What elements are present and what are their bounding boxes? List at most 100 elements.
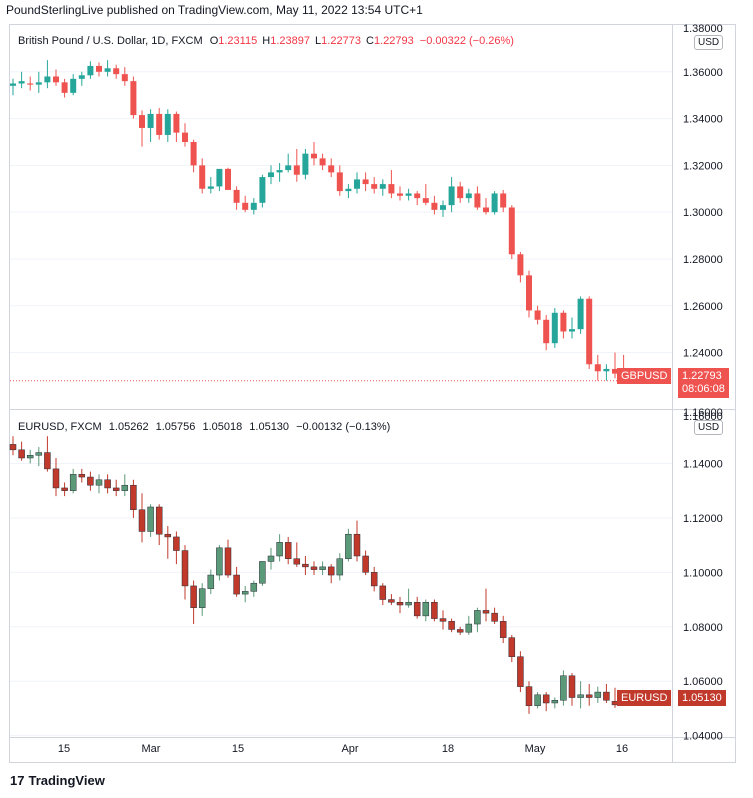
gbpusd-ytick-label: 1.34000 — [683, 114, 723, 126]
eurusd-candle-body — [491, 612, 498, 622]
eurusd-ytick-label: 1.14000 — [683, 458, 723, 470]
gbpusd-candle-body — [603, 368, 610, 372]
gbpusd-candle-body — [569, 329, 575, 332]
gbpusd-candle-body — [139, 115, 145, 128]
eurusd-candle-body — [18, 449, 25, 459]
gbpusd-ytick-label: 1.28000 — [683, 254, 723, 266]
gbpusd-candle-body — [44, 76, 51, 83]
eurusd-candle-body — [560, 675, 567, 701]
eurusd-currency-badge[interactable]: USD — [694, 420, 724, 435]
gbpusd-candle-body — [164, 113, 171, 135]
eurusd-open-value: 1.05262 — [108, 421, 149, 433]
gbpusd-legend: British Pound / U.S. Dollar, 1D, FXCM O1… — [18, 35, 514, 47]
gbpusd-candle-body — [500, 193, 507, 208]
gbpusd-candle-body — [242, 202, 249, 210]
eurusd-candle-body — [431, 602, 438, 619]
eurusd-candle-body — [542, 694, 550, 704]
gbpusd-candle-body — [577, 298, 584, 330]
eurusd-candle-body — [78, 474, 86, 478]
eurusd-candle-body — [327, 566, 335, 576]
gbpusd-change: −0.00322 (−0.26%) — [419, 35, 514, 47]
gbpusd-candle-body — [311, 153, 317, 159]
eurusd-candle-body — [319, 566, 326, 570]
eurusd-candle-body — [448, 621, 455, 630]
eurusd-ytick-label: 1.12000 — [683, 513, 723, 525]
eurusd-close-value: 1.05130 — [249, 421, 290, 433]
eurusd-candle-body — [422, 602, 430, 617]
gbpusd-candle-body — [113, 68, 120, 75]
eurusd-candle-body — [267, 555, 275, 562]
gbpusd-close-label: C — [366, 35, 374, 47]
gbpusd-symbol-tag: GBPUSD — [617, 368, 672, 384]
eurusd-candle-body — [190, 585, 197, 608]
chart-frame — [9, 24, 736, 763]
eurusd-candle-body — [35, 452, 43, 456]
eurusd-candle-body — [499, 621, 507, 638]
gbpusd-candle-body — [328, 165, 335, 173]
eurusd-candle-body — [396, 602, 404, 606]
gbpusd-candle-body — [431, 202, 438, 210]
gbpusd-currency-badge[interactable]: USD — [694, 35, 724, 50]
gbpusd-candle-body — [508, 207, 515, 255]
gbpusd-candle-body — [319, 158, 326, 166]
eurusd-candle-body — [198, 588, 206, 608]
xtick-label: 16 — [616, 743, 628, 755]
eurusd-candle-body — [585, 694, 593, 698]
eurusd-candle-body — [310, 566, 318, 570]
eurusd-symbol-tag: EURUSD — [617, 690, 672, 706]
gbpusd-candle-body — [594, 364, 601, 372]
gbpusd-candle-body — [448, 186, 455, 206]
gbpusd-candle-body — [371, 184, 378, 189]
gbpusd-candle-body — [61, 82, 68, 93]
eurusd-candle-body — [95, 479, 103, 486]
eurusd-candle-body — [474, 610, 481, 625]
gbpusd-candle-body — [250, 202, 257, 210]
tradingview-footer[interactable]: 17 TradingView — [10, 773, 105, 788]
gbpusd-candle-body — [199, 165, 206, 189]
gbpusd-high-value: 1.23897 — [270, 35, 310, 47]
gbpusd-candle-body — [87, 65, 94, 76]
gbpusd-candle-body — [354, 179, 360, 189]
eurusd-candle-body — [302, 563, 309, 568]
gbpusd-high-label: H — [262, 35, 271, 47]
eurusd-high-value: 1.05756 — [155, 421, 196, 433]
eurusd-candle-body — [87, 476, 94, 486]
gbpusd-candle-body — [35, 82, 42, 85]
gbpusd-candle-body — [96, 65, 102, 72]
gbpusd-close-value: 1.22793 — [373, 35, 414, 47]
eurusd-candle-body — [517, 656, 524, 687]
eurusd-candle-body — [456, 629, 464, 633]
gbpusd-candle-body — [491, 193, 498, 213]
gbpusd-candle-body — [233, 189, 240, 203]
eurusd-title: EURUSD, FXCM — [18, 421, 102, 433]
eurusd-candle-body — [284, 542, 292, 559]
eurusd-ytick-label: 1.04000 — [683, 731, 723, 743]
eurusd-candle-body — [155, 506, 163, 535]
gbpusd-candle-body — [345, 188, 352, 192]
eurusd-candle-body — [276, 542, 283, 557]
eurusd-candle-body — [164, 533, 172, 538]
gbpusd-candle-body — [534, 310, 541, 320]
eurusd-candle-body — [26, 455, 34, 459]
gbpusd-candle-body — [147, 113, 154, 128]
gbpusd-candle-body — [551, 312, 558, 344]
eurusd-candle-body — [181, 550, 189, 587]
gbpusd-candle-body — [543, 319, 550, 344]
xtick-label: Apr — [341, 743, 358, 755]
gbpusd-candle-body — [130, 81, 137, 116]
gbpusd-candle-body — [190, 141, 197, 166]
gbpusd-candle-body — [121, 74, 128, 82]
gbpusd-title: British Pound / U.S. Dollar, 1D, FXCM — [18, 35, 203, 47]
xtick-label: Mar — [142, 743, 161, 755]
tradingview-brand: TradingView — [28, 773, 105, 788]
gbpusd-candle-body — [397, 193, 403, 196]
eurusd-candle-body — [345, 533, 352, 559]
eurusd-candle-body — [104, 479, 111, 489]
gbpusd-candle-body — [526, 275, 532, 311]
eurusd-candle-body — [173, 536, 180, 551]
gbpusd-ytick-label: 1.36000 — [683, 67, 723, 79]
eurusd-candle-body — [250, 582, 258, 592]
gbpusd-candle-body — [10, 83, 16, 86]
eurusd-candle-body — [130, 484, 137, 510]
